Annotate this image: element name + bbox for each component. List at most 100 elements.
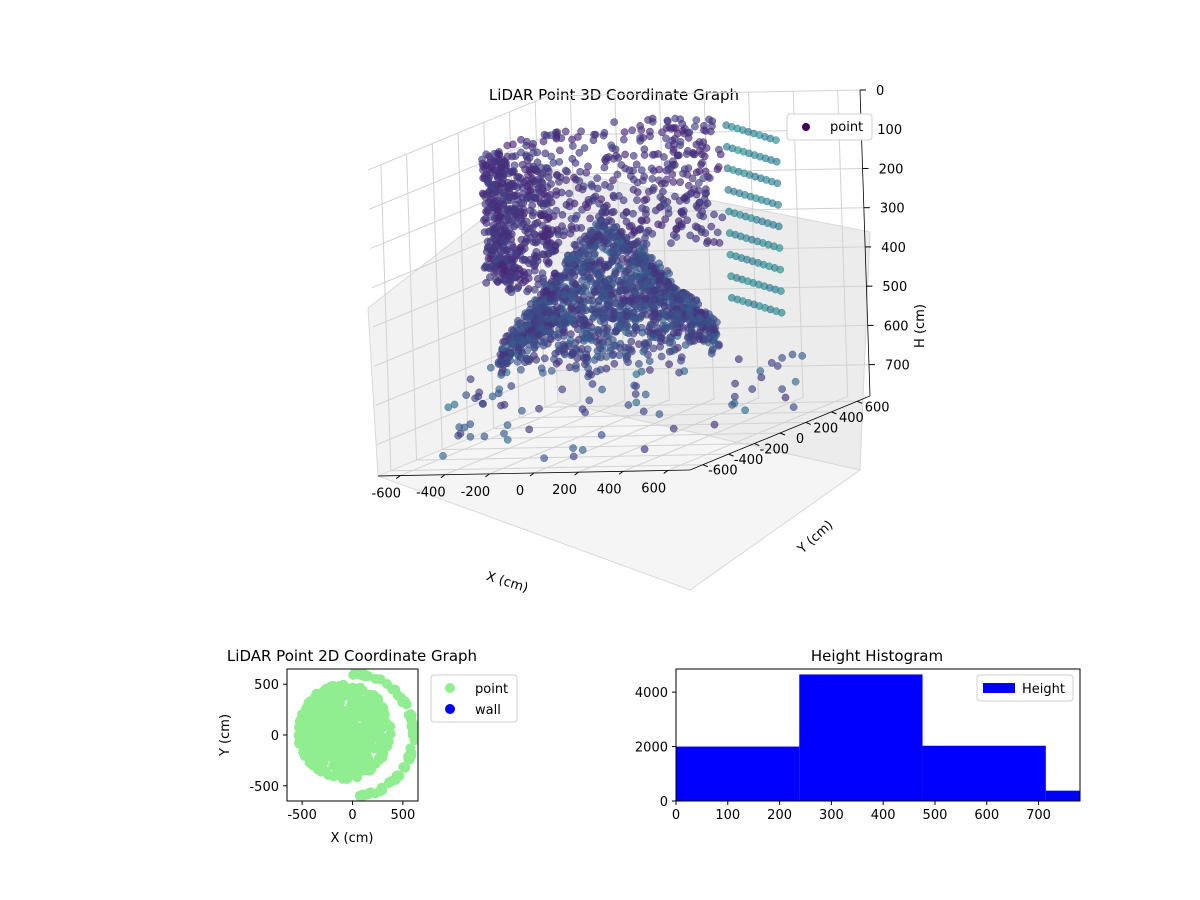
point-3d bbox=[730, 392, 739, 401]
point-3d bbox=[611, 145, 620, 154]
point-3d bbox=[455, 423, 464, 431]
point-3d bbox=[560, 227, 569, 235]
point-3d bbox=[678, 120, 687, 128]
point-3d bbox=[597, 431, 606, 439]
point-3d bbox=[510, 222, 519, 231]
point-3d bbox=[702, 144, 711, 152]
point-3d bbox=[587, 327, 595, 336]
point-3d bbox=[514, 282, 523, 291]
point-3d bbox=[689, 148, 697, 157]
point-3d bbox=[634, 282, 643, 290]
point-3d bbox=[639, 176, 647, 185]
point-2d bbox=[342, 713, 353, 723]
point-3d bbox=[599, 131, 608, 140]
point-2d bbox=[320, 737, 330, 748]
point-3d bbox=[501, 229, 509, 238]
point-3d bbox=[686, 190, 694, 198]
point-3d bbox=[610, 307, 618, 316]
point-3d bbox=[587, 180, 596, 189]
point-3d bbox=[487, 163, 496, 172]
point-3d bbox=[543, 236, 552, 245]
point-3d bbox=[567, 255, 576, 264]
point-3d bbox=[619, 135, 628, 144]
point-3d bbox=[565, 363, 574, 372]
point-3d bbox=[486, 227, 495, 235]
chart-2d: LiDAR Point 2D Coordinate Graph -500 0 500… bbox=[218, 647, 518, 846]
y-tick-3d-3: 0 bbox=[796, 432, 804, 447]
point-3d bbox=[598, 346, 607, 355]
point-3d bbox=[636, 137, 645, 145]
point-3d bbox=[533, 237, 541, 246]
point-2d bbox=[404, 754, 415, 765]
point-3d bbox=[552, 359, 561, 368]
point-3d bbox=[518, 406, 526, 415]
point-3d bbox=[710, 420, 719, 429]
point-3d bbox=[489, 246, 498, 255]
point-2d bbox=[318, 756, 329, 767]
point-3d bbox=[502, 161, 510, 170]
point-3d bbox=[654, 220, 663, 229]
hist-y-tick-1: 2000 bbox=[635, 741, 668, 756]
x-tick-2d-2: 500 bbox=[390, 808, 415, 823]
point-2d bbox=[330, 760, 341, 770]
point-3d bbox=[553, 303, 562, 311]
point-3d bbox=[592, 220, 600, 228]
point-3d bbox=[515, 204, 523, 213]
point-3d bbox=[688, 337, 697, 345]
point-3d bbox=[543, 183, 552, 192]
chart-2d-title: LiDAR Point 2D Coordinate Graph bbox=[227, 647, 477, 665]
point-3d bbox=[592, 279, 601, 288]
y-tick-3d-4: 200 bbox=[813, 421, 838, 436]
point-3d bbox=[580, 245, 588, 254]
point-2d bbox=[355, 669, 366, 680]
point-3d bbox=[543, 164, 552, 173]
point-3d bbox=[748, 385, 757, 393]
point-3d bbox=[649, 344, 658, 353]
point-3d bbox=[581, 354, 589, 362]
point-3d bbox=[634, 304, 642, 313]
point-3d bbox=[656, 263, 665, 272]
point-3d bbox=[577, 224, 586, 232]
point-3d bbox=[662, 134, 670, 143]
point-3d bbox=[541, 149, 550, 158]
point-3d bbox=[507, 288, 516, 297]
point-3d bbox=[696, 211, 705, 220]
point-3d bbox=[537, 230, 546, 239]
point-3d bbox=[698, 150, 706, 159]
grid-line-y-2 bbox=[431, 143, 755, 451]
hist-x-tick-3: 300 bbox=[819, 808, 844, 823]
point-3d bbox=[539, 169, 547, 177]
point-3d bbox=[683, 216, 692, 225]
point-3d bbox=[524, 268, 533, 277]
point-3d bbox=[554, 347, 563, 356]
point-3d bbox=[609, 336, 617, 344]
point-3d bbox=[516, 243, 525, 252]
point-3d bbox=[774, 222, 783, 231]
legend-wall-label-2d: wall bbox=[475, 703, 501, 718]
point-3d bbox=[632, 398, 641, 407]
point-3d bbox=[688, 174, 697, 183]
point-3d bbox=[484, 188, 493, 197]
point-3d bbox=[506, 275, 515, 283]
point-3d bbox=[730, 399, 739, 408]
point-3d bbox=[655, 176, 663, 185]
point-3d bbox=[627, 337, 636, 346]
point-3d bbox=[539, 137, 548, 146]
point-3d bbox=[569, 298, 578, 306]
point-3d bbox=[648, 151, 657, 159]
point-3d bbox=[589, 196, 597, 205]
point-3d bbox=[466, 432, 475, 441]
point-3d bbox=[622, 208, 631, 217]
point-3d bbox=[560, 328, 568, 337]
chart-3d-zlabel: H (cm) bbox=[913, 304, 928, 348]
point-3d bbox=[512, 191, 521, 199]
point-3d bbox=[480, 432, 489, 441]
point-3d bbox=[610, 224, 618, 233]
legend-point-label-2d: point bbox=[475, 682, 508, 697]
point-3d bbox=[565, 189, 574, 198]
point-3d bbox=[635, 360, 643, 368]
point-3d bbox=[670, 140, 678, 149]
point-3d bbox=[625, 222, 634, 231]
point-2d bbox=[376, 782, 387, 793]
point-2d bbox=[377, 752, 388, 763]
